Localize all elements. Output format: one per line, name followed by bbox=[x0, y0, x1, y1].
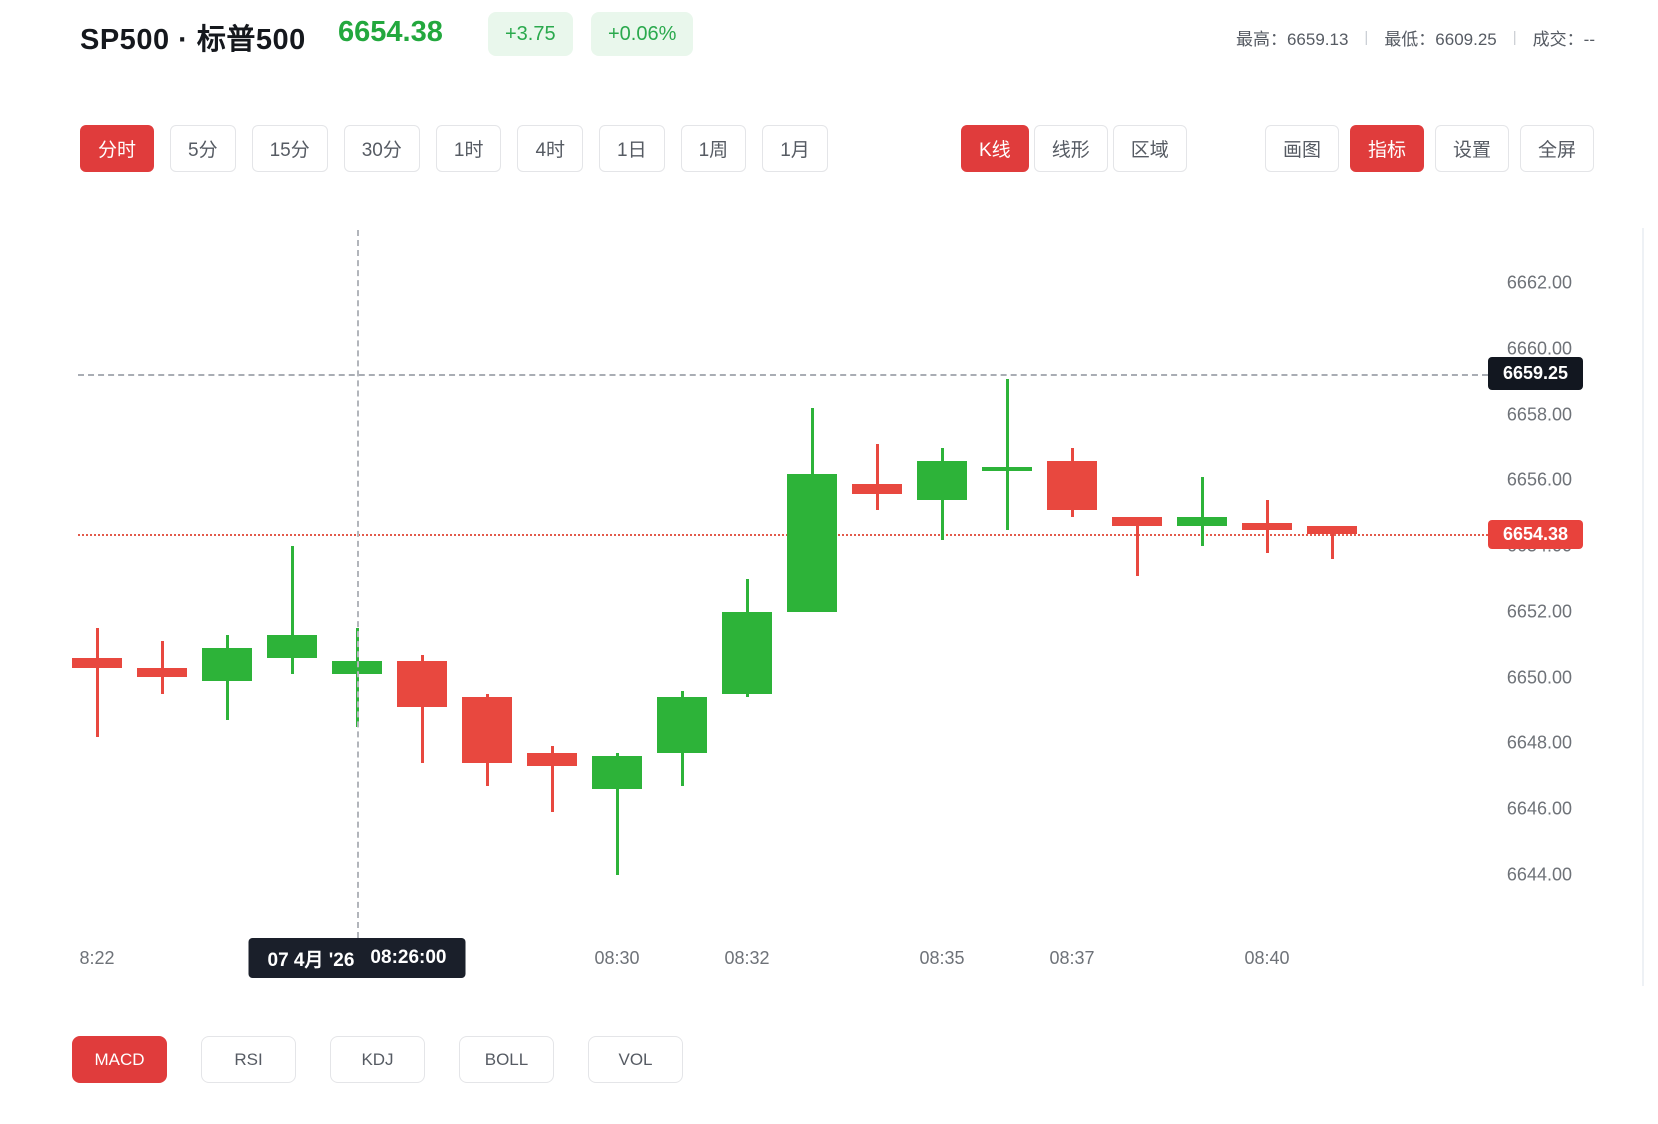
y-axis-label: 6650.00 bbox=[1506, 667, 1572, 687]
tool-settings[interactable]: 设置 bbox=[1435, 125, 1510, 172]
chart-right-border bbox=[1642, 228, 1644, 986]
x-axis-label: 08:40 bbox=[1244, 948, 1290, 968]
last-price-tag: 6654.38 bbox=[1488, 519, 1583, 549]
timeframe-1hour[interactable]: 1时 bbox=[435, 125, 502, 172]
timeframe-1week[interactable]: 1周 bbox=[680, 125, 747, 172]
candle-body-08:23 bbox=[137, 667, 187, 678]
last-price: 6654.38 bbox=[338, 16, 443, 48]
y-axis-label: 6662.00 bbox=[1506, 272, 1572, 293]
y-axis-label: 6658.00 bbox=[1506, 404, 1572, 425]
y-axis-label: 6646.00 bbox=[1506, 798, 1572, 819]
tool-indicator[interactable]: 指标 bbox=[1350, 125, 1425, 172]
stat-high: 最高：6659.13 bbox=[1235, 30, 1349, 49]
candle-body-08:38 bbox=[1112, 516, 1162, 527]
candle-body-08:39 bbox=[1177, 516, 1227, 527]
timeframe-group: 分时 5分 15分 30分 1时 4时 1日 1周 1月 bbox=[80, 125, 828, 172]
candle-body-08:25 bbox=[267, 634, 317, 658]
candle-body-08:28 bbox=[462, 697, 512, 763]
candle-body-08:36 bbox=[982, 467, 1032, 471]
tooltip-date: 07 4月 '26 bbox=[267, 949, 355, 971]
candle-body-08:35 bbox=[917, 460, 967, 501]
candle-wick-08:41 bbox=[1330, 526, 1334, 560]
chart-type-group: K线 线形 区域 bbox=[961, 125, 1187, 172]
tooltip-time: 08:26:00 bbox=[370, 947, 447, 968]
timeframe-1day[interactable]: 1日 bbox=[599, 125, 665, 172]
indicator-rsi[interactable]: RSI bbox=[201, 1036, 296, 1083]
candle-wick-08:23 bbox=[160, 641, 164, 694]
indicator-group: MACD RSI KDJ BOLL VOL bbox=[72, 1036, 683, 1083]
stat-volume: 成交：-- bbox=[1532, 30, 1595, 49]
candle-wick-08:34 bbox=[875, 444, 879, 510]
indicator-kdj[interactable]: KDJ bbox=[330, 1036, 425, 1083]
stats-separator: | bbox=[1512, 29, 1517, 46]
tool-draw[interactable]: 画图 bbox=[1265, 125, 1340, 172]
chart-type-line[interactable]: 线形 bbox=[1033, 125, 1108, 172]
chart-type-candlestick[interactable]: K线 bbox=[961, 125, 1029, 172]
candle-wick-08:29 bbox=[550, 746, 554, 813]
chart-type-area[interactable]: 区域 bbox=[1112, 125, 1187, 172]
candle-body-08:22 bbox=[72, 657, 122, 668]
candle-body-08:33 bbox=[787, 473, 837, 612]
timeframe-intraday[interactable]: 分时 bbox=[80, 125, 155, 172]
candle-wick-08:30 bbox=[615, 753, 619, 875]
candle-body-08:29 bbox=[527, 753, 577, 767]
symbol-title: SP500 · 标普500 bbox=[80, 24, 306, 56]
y-axis-label: 6652.00 bbox=[1506, 601, 1572, 622]
candle-wick-08:25 bbox=[290, 546, 294, 675]
candle-wick-08:38 bbox=[1135, 516, 1139, 576]
candle-wick-08:36 bbox=[1005, 378, 1009, 530]
timeframe-1month[interactable]: 1月 bbox=[762, 125, 828, 172]
indicator-boll[interactable]: BOLL bbox=[459, 1036, 554, 1083]
tool-fullscreen[interactable]: 全屏 bbox=[1520, 125, 1595, 172]
candle-body-08:37 bbox=[1047, 460, 1097, 510]
candle-body-08:24 bbox=[202, 647, 252, 681]
x-axis-label: 08:32 bbox=[724, 948, 770, 968]
y-axis-label: 6648.00 bbox=[1506, 732, 1572, 753]
stat-low: 最低：6609.25 bbox=[1384, 30, 1497, 49]
crosshair-time-tooltip: 07 4月 '26 08:26:00 bbox=[248, 938, 466, 978]
crosshair-vline bbox=[357, 230, 359, 938]
candle-body-08:41 bbox=[1307, 526, 1357, 534]
indicator-macd[interactable]: MACD bbox=[72, 1036, 167, 1083]
header-stats: 最高：6659.13 | 最低：6609.25 | 成交：-- bbox=[1236, 25, 1595, 50]
high-price-tag: 6659.25 bbox=[1488, 356, 1583, 390]
x-axis-label: 08:37 bbox=[1049, 948, 1095, 968]
x-axis-label: 08:35 bbox=[919, 948, 965, 968]
candle-body-08:34 bbox=[852, 483, 902, 494]
x-axis-label: 8:22 bbox=[79, 948, 115, 968]
y-axis-label: 6656.00 bbox=[1506, 469, 1572, 490]
candle-wick-08:27 bbox=[420, 654, 424, 763]
candle-body-08:32 bbox=[722, 611, 772, 694]
y-axis-label: 6644.00 bbox=[1506, 864, 1572, 885]
candle-wick-08:39 bbox=[1200, 477, 1204, 547]
timeframe-15min[interactable]: 15分 bbox=[251, 125, 328, 172]
timeframe-30min[interactable]: 30分 bbox=[343, 125, 420, 172]
x-axis-label: 08:30 bbox=[594, 948, 640, 968]
change-badge: +3.75 bbox=[488, 12, 573, 56]
candle-body-08:31 bbox=[657, 697, 707, 754]
stats-separator: | bbox=[1364, 29, 1369, 46]
last-price-line bbox=[78, 533, 1488, 536]
candle-wick-08:22 bbox=[95, 628, 99, 737]
candle-body-08:40 bbox=[1242, 523, 1292, 530]
candle-body-08:27 bbox=[397, 661, 447, 708]
indicator-vol[interactable]: VOL bbox=[588, 1036, 683, 1083]
high-price-line bbox=[78, 373, 1488, 376]
timeframe-4hour[interactable]: 4时 bbox=[517, 125, 584, 172]
tools-group: 画图 指标 设置 全屏 bbox=[1265, 125, 1595, 172]
timeframe-5min[interactable]: 5分 bbox=[170, 125, 236, 172]
change-percent-badge: +0.06% bbox=[591, 12, 694, 56]
candle-body-08:30 bbox=[592, 756, 642, 790]
y-axis-label: 6660.00 bbox=[1506, 338, 1572, 359]
